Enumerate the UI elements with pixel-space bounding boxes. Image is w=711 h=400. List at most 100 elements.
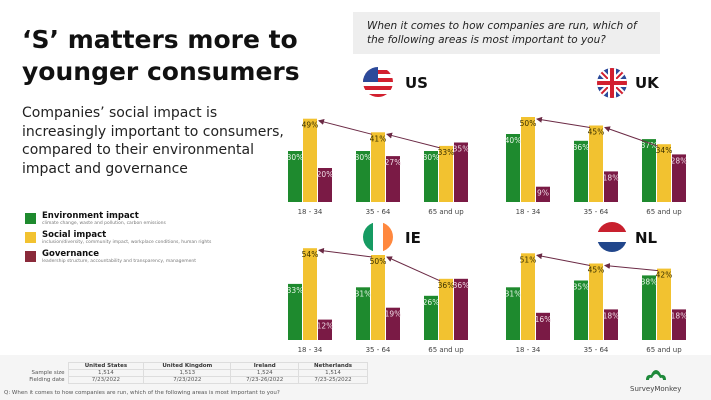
data-label: 20%	[317, 170, 334, 179]
data-label: 40%	[505, 136, 522, 145]
trend-arrow	[536, 253, 591, 266]
data-label: 28%	[671, 156, 688, 165]
table-header: United Kingdom	[143, 362, 232, 370]
data-label: 45%	[588, 128, 605, 137]
trend-arrow	[386, 256, 441, 282]
legend-environment: Environment impact climate change, waste …	[25, 211, 166, 227]
data-label: 45%	[588, 266, 605, 275]
surveymonkey-logo: SurveyMonkey	[630, 366, 681, 393]
cell: 1,513	[143, 369, 232, 377]
cell: 7/23-26/2022	[230, 376, 300, 384]
data-label: 33%	[438, 148, 455, 157]
data-label: 31%	[355, 289, 372, 298]
data-label: 35%	[573, 283, 590, 292]
logo-icon	[645, 370, 666, 380]
bar-governance	[386, 156, 400, 202]
bar-social-impact	[521, 253, 535, 340]
data-label: 19%	[385, 310, 402, 319]
sample-table: United States United Kingdom Ireland Nether…	[4, 362, 368, 384]
legend-label: Environment impact	[42, 211, 139, 221]
bar-environment-impact	[574, 280, 588, 340]
bar-social-impact	[371, 255, 385, 340]
bar-governance	[318, 168, 332, 202]
bar-governance	[454, 142, 468, 202]
data-label: 36%	[453, 281, 470, 290]
cell: 1,524	[230, 369, 300, 377]
legend-social: Social impact inclusion/diversity, commun…	[25, 230, 211, 246]
data-label: 30%	[423, 153, 440, 162]
country-label: UK	[635, 74, 659, 92]
bar-social-impact	[589, 263, 603, 340]
bar-environment-impact	[574, 140, 588, 202]
legend-swatch	[25, 232, 36, 243]
uk-flag-icon	[597, 68, 627, 98]
data-label: 34%	[656, 146, 673, 155]
table-row: Sample size 1,514 1,513 1,524 1,514	[4, 369, 368, 377]
data-label: 51%	[520, 255, 537, 264]
uk-chart: 40% 50% 9% 18 - 34 36% 45% 18% 35 - 64 37%34%28%…	[505, 116, 688, 216]
bar-social-impact	[657, 144, 671, 202]
question-note: Q: When it comes to how companies are ru…	[4, 390, 280, 396]
data-label: 50%	[520, 119, 537, 128]
bar-governance	[454, 278, 468, 340]
data-label: 35%	[453, 145, 470, 154]
bar-environment-impact	[642, 139, 656, 202]
data-label: 33%	[287, 286, 304, 295]
country-label: US	[405, 74, 428, 92]
bar-social-impact	[439, 145, 453, 202]
netherlands-chart: 31% 51% 16% 18 - 34 35% 45% 18% 35 - 64 38%42% 18…	[505, 253, 687, 354]
legend-governance: Governance leadership structure, accounta…	[25, 249, 196, 265]
bar-governance	[386, 307, 400, 340]
data-label: 49%	[302, 121, 319, 130]
bar-social-impact	[589, 125, 603, 202]
bar-social-impact	[371, 132, 385, 202]
data-label: 30%	[355, 153, 372, 162]
x-tick-label: 65 and up	[428, 346, 464, 354]
cell: 1,514	[298, 369, 368, 377]
bar-social-impact	[521, 117, 535, 202]
bar-environment-impact	[642, 275, 656, 340]
data-label: 12%	[317, 322, 334, 331]
us-flag-icon	[363, 67, 393, 97]
bar-governance	[672, 309, 686, 340]
bar-governance	[604, 171, 618, 202]
x-tick-label: 35 - 64	[366, 346, 391, 354]
trend-arrow	[318, 119, 373, 135]
data-label: 36%	[438, 281, 455, 290]
page-subtitle: Companies’ social impact is increasingly…	[22, 105, 284, 177]
x-tick-label: 18 - 34	[516, 346, 541, 354]
trend-arrow	[604, 262, 659, 272]
bar-environment-impact	[288, 151, 302, 202]
data-label: 38%	[641, 277, 658, 286]
bar-environment-impact	[356, 287, 370, 340]
bar-environment-impact	[506, 287, 520, 340]
row-label: Fielding date	[29, 377, 65, 383]
data-label: 36%	[573, 143, 590, 152]
row-label: Sample size	[31, 370, 65, 376]
cell: 7/23-25/2022	[298, 376, 368, 384]
data-label: 30%	[287, 153, 304, 162]
bar-social-impact	[303, 248, 317, 340]
data-label: 41%	[370, 134, 387, 143]
x-tick-label: 35 - 64	[584, 208, 609, 216]
data-label: 26%	[423, 298, 440, 307]
page-title: ‘S’ matters more to younger consumers	[22, 25, 300, 86]
question-box: When it comes to how companies are run, …	[353, 12, 660, 54]
x-tick-label: 18 - 34	[516, 208, 541, 216]
bar-environment-impact	[424, 151, 438, 202]
cell: 7/23/2022	[67, 376, 145, 384]
bar-environment-impact	[288, 283, 302, 340]
table-header: Ireland	[230, 362, 300, 370]
trend-arrow	[604, 126, 659, 147]
legend-label: Governance	[42, 249, 99, 259]
x-tick-label: 65 and up	[646, 346, 682, 354]
country-label: NL	[635, 229, 658, 247]
x-tick-label: 18 - 34	[298, 346, 323, 354]
trend-arrow	[318, 247, 373, 258]
data-label: 18%	[603, 311, 620, 320]
legend-swatch	[25, 213, 36, 224]
bar-governance	[604, 309, 618, 340]
bar-governance	[536, 186, 550, 202]
legend-desc: climate change, waste and pollution, car…	[42, 221, 166, 226]
table-header-row: United States United Kingdom Ireland Nether…	[4, 362, 368, 370]
